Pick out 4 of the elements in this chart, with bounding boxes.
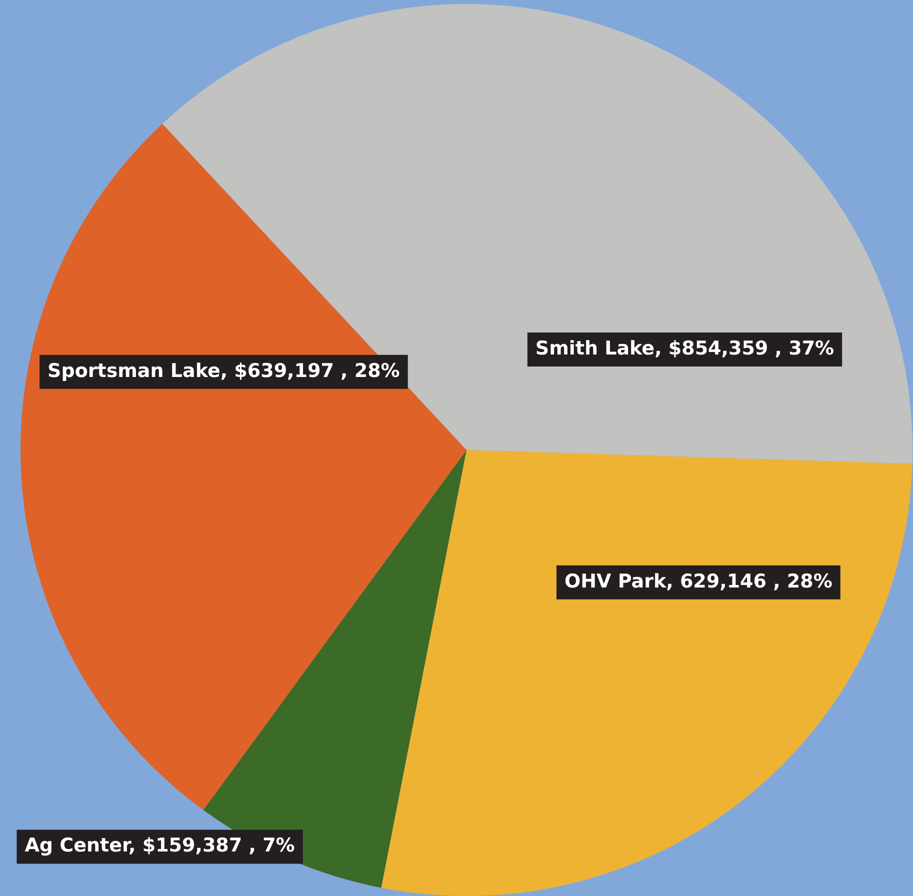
slice-label: Smith Lake, $854,359 , 37% — [535, 337, 834, 360]
slice-label: Sportsman Lake, $639,197 , 28% — [48, 360, 400, 382]
slice-label: OHV Park, 629,146 , 28% — [564, 570, 832, 592]
slice-label: Ag Center, $159,387 , 7% — [24, 834, 295, 857]
